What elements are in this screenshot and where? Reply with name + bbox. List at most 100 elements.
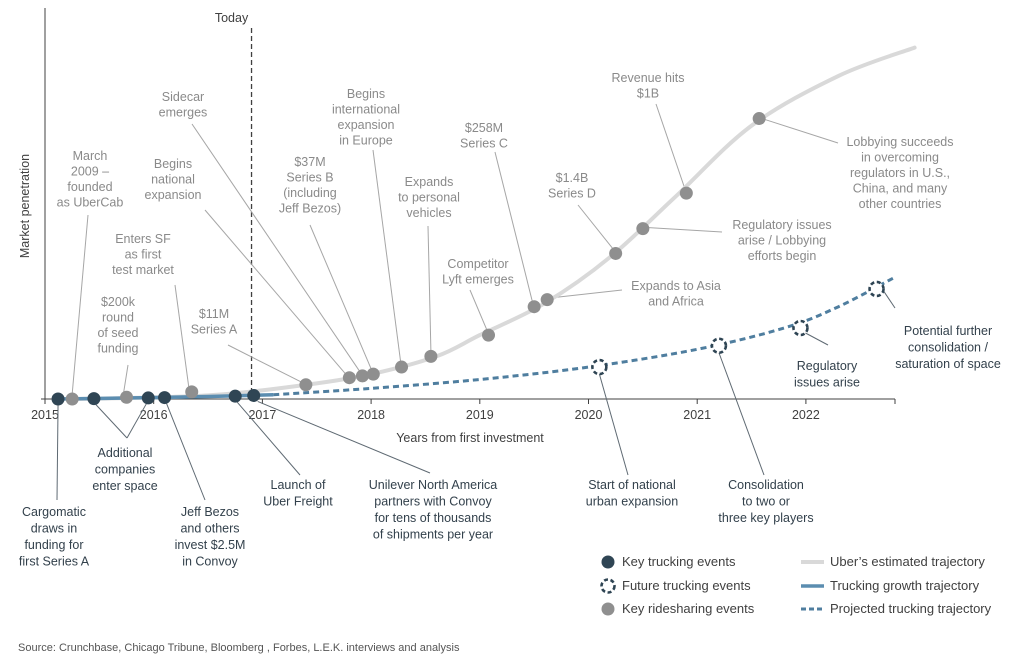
ridesharing-event-marker [355, 369, 369, 383]
future-trucking-event-marker [792, 319, 809, 337]
annotation-lobbying-succeeds: Lobbying succeeds in overcoming regulators… [846, 135, 953, 211]
leader-line [469, 289, 487, 330]
annotation-revenue: Revenue hits $1B [612, 71, 685, 101]
annotation-bezos-convoy: Jeff Bezos and others invest $2.5M in Convo… [175, 505, 246, 569]
x-tick-label: 2015 [31, 408, 59, 422]
annotation-international: Begins international expansion in Europe [332, 87, 400, 148]
leader-line [494, 151, 533, 301]
key-trucking-event-marker [228, 389, 242, 403]
annotation-founded: March 2009 – founded as UberCab [57, 149, 124, 210]
annotation-regulatory-lobbying: Regulatory issues arise / Lobbying efforts… [732, 218, 831, 263]
annotation-personal-vehicles: Expands to personal vehicles [398, 175, 460, 220]
leader-line [655, 103, 685, 188]
annotation-sidecar: Sidecar emerges [159, 90, 208, 120]
annotation-seed-funding: $200k round of seed funding [97, 295, 138, 356]
leader-line [805, 332, 829, 346]
legend-future-trucking-icon [600, 578, 616, 594]
ridesharing-event-marker [424, 349, 438, 363]
key-trucking-event-marker [247, 388, 261, 402]
annotation-series-d: $1.4B Series D [548, 171, 596, 201]
key-trucking-event-marker [141, 391, 155, 405]
leader-line [309, 224, 372, 370]
annotation-national-expansion: Begins national expansion [145, 157, 202, 202]
leader-line [174, 284, 190, 387]
leader-line [553, 289, 623, 299]
projected-trucking-line [273, 276, 894, 397]
ridesharing-event-marker [120, 390, 134, 404]
legend-label: Projected trucking trajectory [830, 601, 992, 616]
legend: Key trucking events Future trucking event… [600, 554, 992, 616]
future-trucking-event-marker [710, 337, 728, 355]
x-tick-label: 2022 [792, 408, 820, 422]
annotation-additional-companies: Additional companies enter space [92, 446, 157, 493]
leader-line [191, 123, 360, 372]
leader-line [71, 214, 89, 395]
ridesharing-event-marker [636, 222, 650, 236]
key-trucking-event-marker [87, 392, 101, 406]
x-tick-label: 2018 [357, 408, 385, 422]
leader-line [427, 225, 432, 351]
ridesharing-event-marker [527, 300, 541, 314]
annotation-enters-sf: Enters SF as first test market [112, 232, 174, 277]
annotation-consolidation: Consolidation to two or three key players [718, 478, 813, 525]
annotation-series-a: $11M Series A [191, 307, 238, 337]
annotation-cargomatic: Cargomatic draws in funding for first Serie… [19, 505, 90, 569]
annotation-national-urban: Start of national urban expansion [586, 478, 678, 509]
leader-line [56, 404, 59, 501]
today-label: Today [215, 11, 249, 25]
leader-line [236, 401, 301, 476]
annotation-series-c: $258M Series C [460, 121, 508, 151]
leader-line [718, 352, 765, 476]
ridesharing-event-marker [609, 246, 623, 260]
uber-trajectory-line [75, 45, 917, 401]
leader-line [227, 344, 302, 383]
annotation-unilever: Unilever North America partners with Conv… [369, 478, 498, 542]
source-note: Source: Crunchbase, Chicago Tribune, Blo… [18, 642, 460, 654]
leader-line [883, 290, 896, 309]
ridesharing-event-marker [299, 378, 313, 392]
leader-line [204, 209, 346, 375]
x-tick-label: 2021 [683, 408, 711, 422]
y-axis-label: Market penetration [18, 154, 32, 258]
legend-label: Key trucking events [622, 554, 736, 569]
leader-line [95, 404, 128, 439]
key-trucking-event-marker [51, 392, 65, 406]
x-axis-label: Years from first investment [396, 431, 544, 445]
legend-label: Future trucking events [622, 578, 751, 593]
ridesharing-event-marker [395, 360, 409, 374]
ridesharing-event-marker [752, 112, 766, 126]
x-tick-label: 2019 [466, 408, 494, 422]
leader-line [598, 373, 629, 476]
leader-line [577, 204, 614, 249]
ridesharing-event-marker [185, 385, 199, 399]
ridesharing-event-marker [342, 371, 356, 385]
future-trucking-event-marker [591, 358, 608, 376]
x-tick-label: 2020 [575, 408, 603, 422]
annotation-lyft: Competitor Lyft emerges [442, 257, 514, 287]
leader-line [166, 403, 206, 501]
annotation-regulatory-trucking: Regulatory issues arise [794, 359, 860, 390]
legend-label: Key ridesharing events [622, 601, 755, 616]
ridesharing-event-marker [65, 392, 79, 406]
legend-label: Uber’s estimated trajectory [830, 554, 985, 569]
ridesharing-event-marker [540, 293, 554, 307]
annotation-saturation: Potential further consolidation / saturati… [895, 324, 1001, 371]
ridesharing-event-marker [481, 328, 495, 342]
annotation-asia-africa: Expands to Asia and Africa [631, 279, 721, 309]
annotation-series-b: $37M Series B (including Jeff Bezos) [279, 155, 341, 216]
leader-line [123, 364, 129, 394]
x-tick-label: 2016 [140, 408, 168, 422]
legend-key-trucking-icon [601, 555, 615, 569]
legend-label: Trucking growth trajectory [830, 578, 980, 593]
leader-line [648, 227, 723, 233]
future-trucking-event-marker [868, 280, 885, 298]
leader-line [126, 403, 147, 439]
legend-ridesharing-icon [601, 602, 615, 616]
x-tick-label: 2017 [248, 408, 276, 422]
leader-line [372, 149, 402, 362]
ridesharing-event-marker [366, 367, 380, 381]
ridesharing-event-marker [679, 186, 693, 200]
leader-line [257, 400, 431, 474]
leader-line [765, 119, 839, 144]
